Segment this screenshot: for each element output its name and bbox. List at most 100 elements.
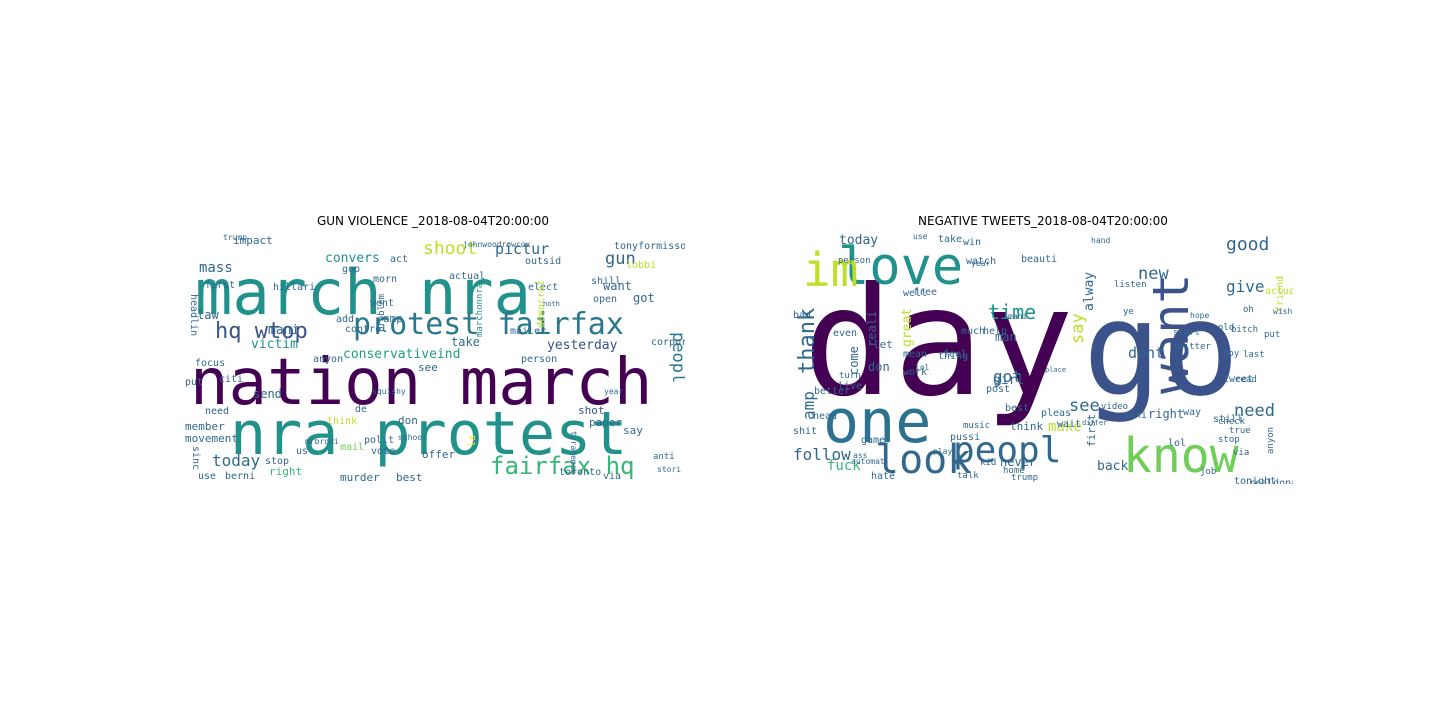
word-left-act-49: act	[390, 254, 408, 265]
word-left-march-nra-2: march nra	[195, 256, 531, 329]
word-left-democrat-69: democrat	[536, 280, 547, 328]
word-left-movement-28: movement	[185, 432, 238, 445]
word-right-mean-52: mean	[903, 349, 927, 360]
word-right-wait-47: wait	[1057, 419, 1081, 430]
word-left-pictur-7: pictur	[495, 240, 549, 258]
word-left-use-37: use	[198, 471, 216, 482]
word-right-mani-105: mani	[1008, 312, 1027, 321]
word-right-job-78: job	[1200, 467, 1216, 477]
word-right-free-57: free	[913, 287, 937, 298]
word-left-la-73: la	[467, 435, 478, 447]
word-left-send-18: send	[253, 387, 282, 401]
word-right-don-34: don	[868, 360, 890, 374]
word-right-give-13: give	[1226, 277, 1265, 296]
word-right-ass-100: ass	[853, 451, 868, 460]
word-left-say-72: say	[623, 424, 643, 437]
word-left-trump-83: trump	[223, 234, 247, 242]
word-right-amp-20: amp	[799, 391, 818, 420]
word-right-differ-107: differ	[1082, 419, 1107, 427]
word-left-morn-44: morn	[373, 274, 397, 285]
word-left-murder-31: murder	[340, 471, 380, 484]
word-right-boy-77: boy	[1223, 349, 1240, 359]
panel-title-right: NEGATIVE TWEETS_2018-08-04T20:00:00	[918, 214, 1168, 228]
word-left-us-63: us	[296, 446, 308, 457]
word-right-come-28: come	[847, 346, 861, 375]
word-left-via-59: via	[603, 471, 621, 482]
word-left-actual-50: actual	[449, 271, 485, 282]
word-right-thank-9: thank	[795, 308, 820, 374]
word-right-much-54: much	[961, 326, 985, 337]
word-left-stop-36: stop	[265, 456, 289, 467]
word-right-take-61: take	[938, 234, 962, 245]
word-left-mrbrodi-79: mrbrodi	[305, 437, 339, 446]
word-right-first-31: first	[1085, 414, 1098, 447]
word-left-fairfax-hq-4: fairfax hq	[490, 452, 635, 480]
word-left-nation-march-0: nation march	[190, 346, 652, 420]
word-right-way-44: way	[1183, 407, 1201, 418]
word-left-stori-81: stori	[657, 465, 681, 474]
word-right-fuck-19: fuck	[827, 458, 861, 474]
word-right-great-27: great	[900, 308, 915, 347]
word-left-nra-protest-1: nra protest	[230, 399, 627, 469]
word-right-time-10: time	[988, 300, 1036, 324]
word-right-want-5: want	[1142, 274, 1200, 394]
word-left-sinc-65: sinc	[190, 446, 201, 470]
word-right-live-66: live	[838, 381, 862, 392]
word-left-problem-70: problem	[377, 294, 387, 332]
word-right-best-45: best	[1005, 403, 1029, 414]
word-right-lol-101: lol	[915, 363, 930, 372]
word-left-year-82: year	[604, 387, 623, 396]
word-right-pussi-74: pussi	[950, 432, 980, 443]
word-left-went-43: went	[370, 298, 394, 309]
word-left-vote-35: vote	[371, 446, 395, 457]
word-right-never-33: never	[1000, 455, 1036, 469]
word-left-control-46: control	[345, 324, 387, 335]
word-right-let-36: let	[873, 338, 893, 351]
word-right-play-98: play	[933, 447, 952, 456]
word-right-follow-18: follow	[793, 445, 851, 464]
word-left-elect-51: elect	[528, 282, 558, 293]
word-left-don-24: don	[398, 414, 418, 427]
word-right-say-17: say	[1068, 313, 1088, 344]
word-left-got-22: got	[633, 291, 655, 305]
word-left-best-32: best	[396, 471, 423, 484]
word-right-hate-71: hate	[871, 471, 895, 482]
word-right-watch-59: watch	[966, 256, 996, 267]
word-right-beauti-60: beauti	[1021, 254, 1057, 265]
word-left-corpor-58: corpor	[651, 337, 685, 348]
word-left-johnwoodrowcox-78: johnwoodrowcox	[463, 240, 531, 249]
panel-title-left: GUN VIOLENCE _2018-08-04T20:00:00	[316, 214, 550, 228]
word-right-peopl-8: peopl	[953, 430, 1061, 471]
word-right-ye-96: ye	[1123, 307, 1134, 317]
word-left-first-41: first	[205, 280, 235, 291]
word-left-squishy-77: squishy	[372, 387, 406, 396]
word-left-convers-14: convers	[325, 251, 380, 266]
word-right-better-65: better	[814, 386, 850, 397]
word-left-yesterday-19: yesterday	[547, 338, 618, 353]
word-right-day-0: day	[803, 256, 1074, 430]
word-right-home-73: home	[1003, 466, 1025, 476]
word-left-tonyformissouri-53: tonyformissouri	[614, 241, 685, 252]
word-right-good-11: good	[1226, 234, 1269, 255]
word-left-person-57: person	[521, 354, 557, 365]
word-left-anti-71: anti	[653, 452, 675, 462]
word-right-go-1: go	[1083, 273, 1240, 425]
word-right-head-68: head	[813, 411, 837, 422]
word-cloud-right: day go one love im want know look peopl thank time…	[793, 234, 1293, 484]
word-right-check-79: check	[1218, 417, 1246, 427]
word-right-start-84: start	[1173, 328, 1200, 338]
word-right-hand-103: hand	[1091, 236, 1110, 245]
word-right-even-64: even	[833, 328, 857, 339]
word-right-feel-53: feel	[943, 349, 967, 360]
word-right-look-7: look	[875, 437, 971, 483]
word-left-mani-13: mani	[268, 323, 299, 338]
word-right-still-42: still	[1213, 414, 1243, 425]
word-left-protest-fairfax-3: protest fairfax	[353, 307, 624, 342]
word-left-amp-20: amp	[383, 312, 403, 325]
word-cloud-left: nation march nra protest march nra protest …	[185, 234, 685, 484]
word-right-new-12: new	[1138, 264, 1169, 284]
word-right-stop-85: stop	[1218, 435, 1240, 445]
word-left-polit-34: polit	[364, 435, 394, 446]
word-right-need-14: need	[1234, 401, 1275, 421]
word-right-place-106: place	[1045, 366, 1066, 374]
